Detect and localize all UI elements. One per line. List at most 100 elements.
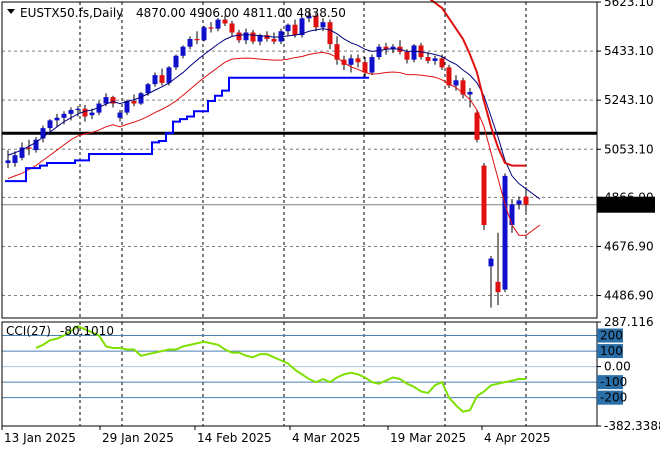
candle-down (334, 44, 340, 60)
candle-up (488, 258, 494, 267)
candle-up (502, 175, 508, 290)
candle-up (61, 113, 67, 118)
candle-down (481, 165, 487, 225)
candle-up (467, 91, 473, 95)
candle-down (292, 24, 298, 36)
cci-grid (2, 322, 597, 426)
current-price-tag-label: 4838.50 (601, 198, 651, 212)
candle-up (320, 22, 326, 28)
price-grid (2, 1, 597, 318)
cci-header: CCI(27) -80.1010 (6, 324, 114, 338)
x-tick-label: 4 Mar 2025 (292, 431, 360, 445)
price-tick-label: 4486.90 (604, 289, 654, 303)
cci-tick-label: 287.116 (604, 315, 654, 329)
candle-up (54, 117, 60, 121)
candle-up (96, 103, 102, 113)
ohlc-values: 4870.00 4906.00 4811.00 4838.50 (136, 6, 346, 20)
candle-up (516, 200, 522, 205)
cci-tick-label: -100 (600, 375, 627, 389)
cci-level-tag (597, 390, 623, 405)
price-tick-label: 5053.10 (604, 142, 654, 156)
candle-up (68, 110, 74, 114)
candle-down (222, 19, 228, 24)
candle-down (131, 100, 137, 104)
candle-up (40, 128, 46, 139)
cci-level-tag (597, 375, 623, 390)
candle-down (26, 147, 32, 149)
candle-down (110, 97, 116, 104)
candle-down (250, 32, 256, 42)
candle-up (369, 57, 375, 73)
x-tick-label: 4 Apr 2025 (484, 431, 551, 445)
candle-down (208, 27, 214, 29)
x-tick-label: 29 Jan 2025 (102, 431, 174, 445)
candle-up (201, 27, 207, 41)
candle-down (313, 15, 319, 28)
candle-up (152, 75, 158, 85)
candle-down (229, 23, 235, 33)
candle-down (460, 80, 466, 95)
supertrend-red-line (429, 0, 526, 167)
candle-up (117, 112, 123, 118)
candle-down (355, 58, 361, 63)
chart-header: EUSTX50.fs,Daily 4870.00 4906.00 4811.00… (7, 6, 346, 20)
candle-down (159, 75, 165, 83)
symbol-label: EUSTX50.fs,Daily (20, 6, 123, 20)
ma-lower-line (7, 51, 541, 236)
candle-up (278, 31, 284, 42)
candle-up (19, 147, 25, 158)
cci-panel-frame (1, 321, 598, 427)
cci-tick-label: -200 (600, 391, 627, 405)
cci-level-tag (597, 328, 623, 343)
candle-up (257, 35, 263, 42)
ma-upper-line (7, 28, 541, 200)
candle-up (299, 18, 305, 36)
cci-tick-label: 200 (600, 329, 623, 343)
collapse-triangle-icon (7, 9, 15, 14)
x-tick-label: 19 Mar 2025 (390, 431, 466, 445)
price-tick-label: 5243.10 (604, 93, 654, 107)
supertrend-blue-line (5, 76, 369, 183)
candle-up (306, 15, 312, 19)
candle-down (425, 57, 431, 61)
candle-up (411, 45, 417, 60)
cci-tick-label: 0.00 (604, 360, 631, 374)
cci-tick-label: -382.3388 (604, 419, 660, 433)
current-price-tag (597, 196, 655, 213)
candle-down (264, 35, 270, 39)
candle-up (5, 160, 11, 163)
price-tick-label: 5433.10 (604, 44, 654, 58)
price-tick-label: 4676.90 (604, 239, 654, 253)
candle-up (390, 46, 396, 50)
cci-value: -80.1010 (60, 324, 114, 338)
cci-tick-label: 100 (600, 344, 623, 358)
x-tick-label: 13 Jan 2025 (4, 431, 76, 445)
candle-up (509, 204, 515, 225)
candle-down (474, 112, 480, 140)
candle-down (362, 62, 368, 73)
candle-down (404, 51, 410, 60)
candle-up (138, 93, 144, 104)
candle-up (173, 55, 179, 68)
candle-up (285, 24, 291, 32)
price-series (2, 0, 597, 308)
candle-up (124, 100, 130, 113)
candle-up (376, 46, 382, 58)
candle-down (418, 45, 424, 58)
candle-down (383, 46, 389, 50)
candle-up (180, 46, 186, 56)
candle-up (187, 38, 193, 47)
candle-up (103, 97, 109, 104)
candle-up (75, 108, 81, 111)
price-panel-frame (1, 1, 598, 319)
candle-up (145, 84, 151, 94)
x-tick-label: 14 Feb 2025 (197, 431, 272, 445)
candle-down (495, 281, 501, 293)
cci-label: CCI(27) (6, 324, 51, 338)
cci-series (35, 325, 526, 413)
price-tick-label: 5623.10 (604, 0, 654, 9)
candle-up (432, 58, 438, 61)
candle-up (89, 112, 95, 116)
